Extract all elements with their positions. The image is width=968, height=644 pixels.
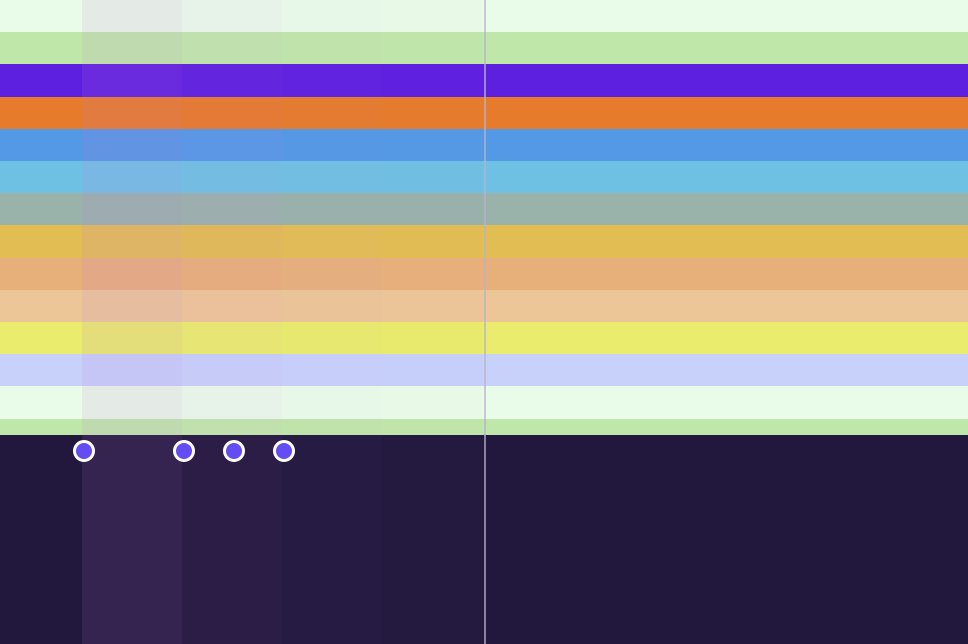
column-highlight-2 <box>182 0 282 644</box>
marker-dot-4[interactable] <box>273 440 295 462</box>
marker-dot-3[interactable] <box>223 440 245 462</box>
column-highlight-4 <box>382 0 482 644</box>
marker-dot-2[interactable] <box>173 440 195 462</box>
marker-dot-1[interactable] <box>73 440 95 462</box>
column-highlight-3 <box>282 0 382 644</box>
vertical-divider[interactable] <box>484 0 486 644</box>
column-highlight-1 <box>82 0 182 644</box>
